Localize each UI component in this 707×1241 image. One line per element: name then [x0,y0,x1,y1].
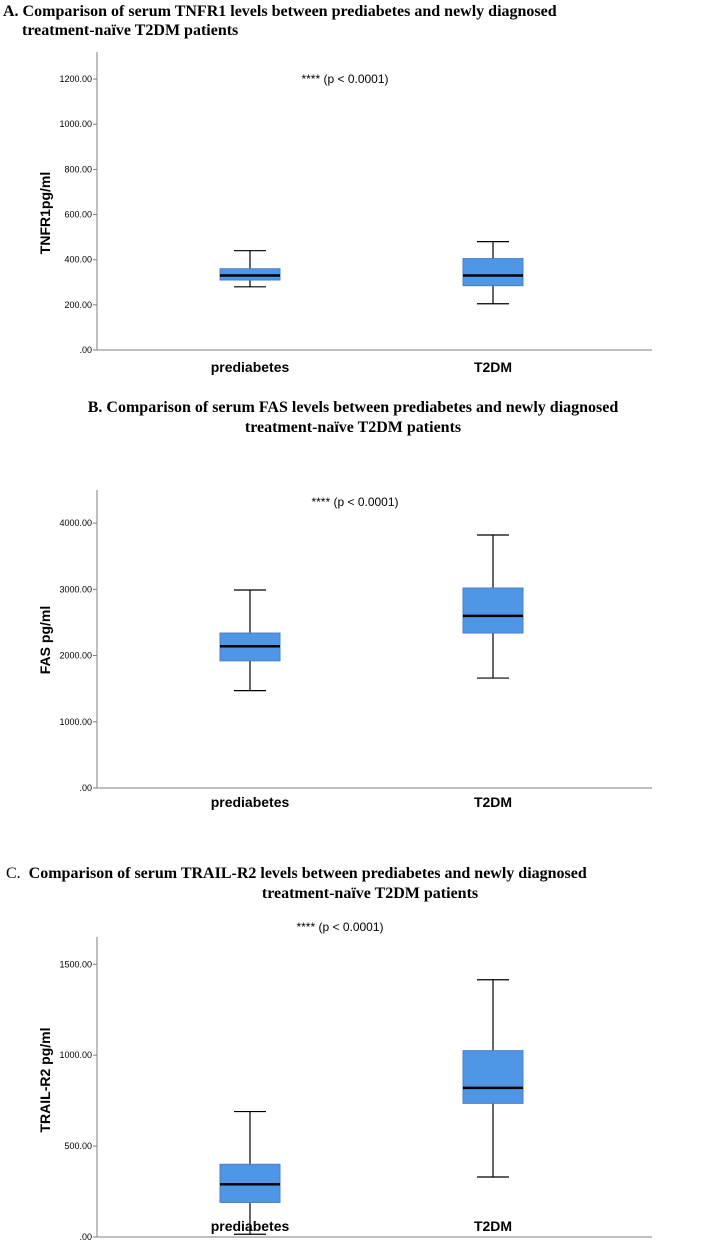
panel-c-y-tick-label: 1500.00 [59,959,92,969]
panel-a-y-tick-label: 600.00 [64,210,92,220]
panel-c-category-label: T2DM [474,1218,512,1234]
panel-c-y-tick-label: 500.00 [64,1141,92,1151]
panel-a-y-tick-label: 1000.00 [59,119,92,129]
panel-a-t2dm-box [462,258,524,287]
panel-a-axes [96,52,652,351]
panel-c-y-axis-label: TRAIL-R2 pg/ml [37,1028,53,1133]
panel-b-title-line2: treatment-naïve T2DM patients [245,419,461,436]
panel-b-y-tick-label: 4000.00 [59,518,92,528]
panel-c-title-text: Comparison of serum TRAIL-R2 levels betw… [29,865,587,882]
panel-b-title-line1: B. Comparison of serum FAS levels betwee… [88,399,619,416]
panel-a-y-tick-label: 1200.00 [59,74,92,84]
panel-a-significance: **** (p < 0.0001) [301,72,388,86]
panel-b-y-tick-label: 2000.00 [59,651,92,661]
panel-a-title-line1: A. Comparison of serum TNFR1 levels betw… [3,3,557,20]
panel-c-y-tick-label: .00 [79,1232,92,1241]
panel-b-axes [96,490,652,789]
panel-b-y-tick-label: 1000.00 [59,717,92,727]
panel-a-y-tick-label: 200.00 [64,300,92,310]
panel-a-title-line2: treatment-naïve T2DM patients [22,22,238,39]
panel-a-y-tick-label: 400.00 [64,255,92,265]
panel-c-t2dm-box [462,1050,524,1104]
panel-a: A. Comparison of serum TNFR1 levels betw… [3,3,652,375]
panel-b-y-tick-label: .00 [79,783,92,793]
panel-b-significance: **** (p < 0.0001) [311,495,398,509]
panel-c: C. Comparison of serum TRAIL-R2 levels be… [6,865,652,1241]
panel-c-axes [96,937,652,1238]
panel-c-y-tick-label: 1000.00 [59,1050,92,1060]
panel-c-category-label: prediabetes [211,1218,290,1234]
panel-b-y-tick-label: 3000.00 [59,584,92,594]
panel-a-y-tick-label: 800.00 [64,164,92,174]
panel-c-significance: **** (p < 0.0001) [296,920,383,934]
panel-a-y-tick-label: .00 [79,345,92,355]
panel-a-category-label: prediabetes [211,359,290,375]
panel-b-t2dm-box [462,587,524,634]
panel-b: B. Comparison of serum FAS levels betwee… [37,399,652,810]
panel-c-title-line1: C. Comparison of serum TRAIL-R2 levels be… [6,865,587,882]
panel-b-category-label: T2DM [474,794,512,810]
panel-a-category-label: T2DM [474,359,512,375]
panel-a-y-axis-label: TNFR1pg/ml [37,172,53,254]
panel-b-category-label: prediabetes [211,794,290,810]
panel-c-title-prefix: C. [6,865,21,882]
panel-c-title-line2: treatment-naïve T2DM patients [262,885,478,902]
panel-b-y-axis-label: FAS pg/ml [37,606,53,674]
